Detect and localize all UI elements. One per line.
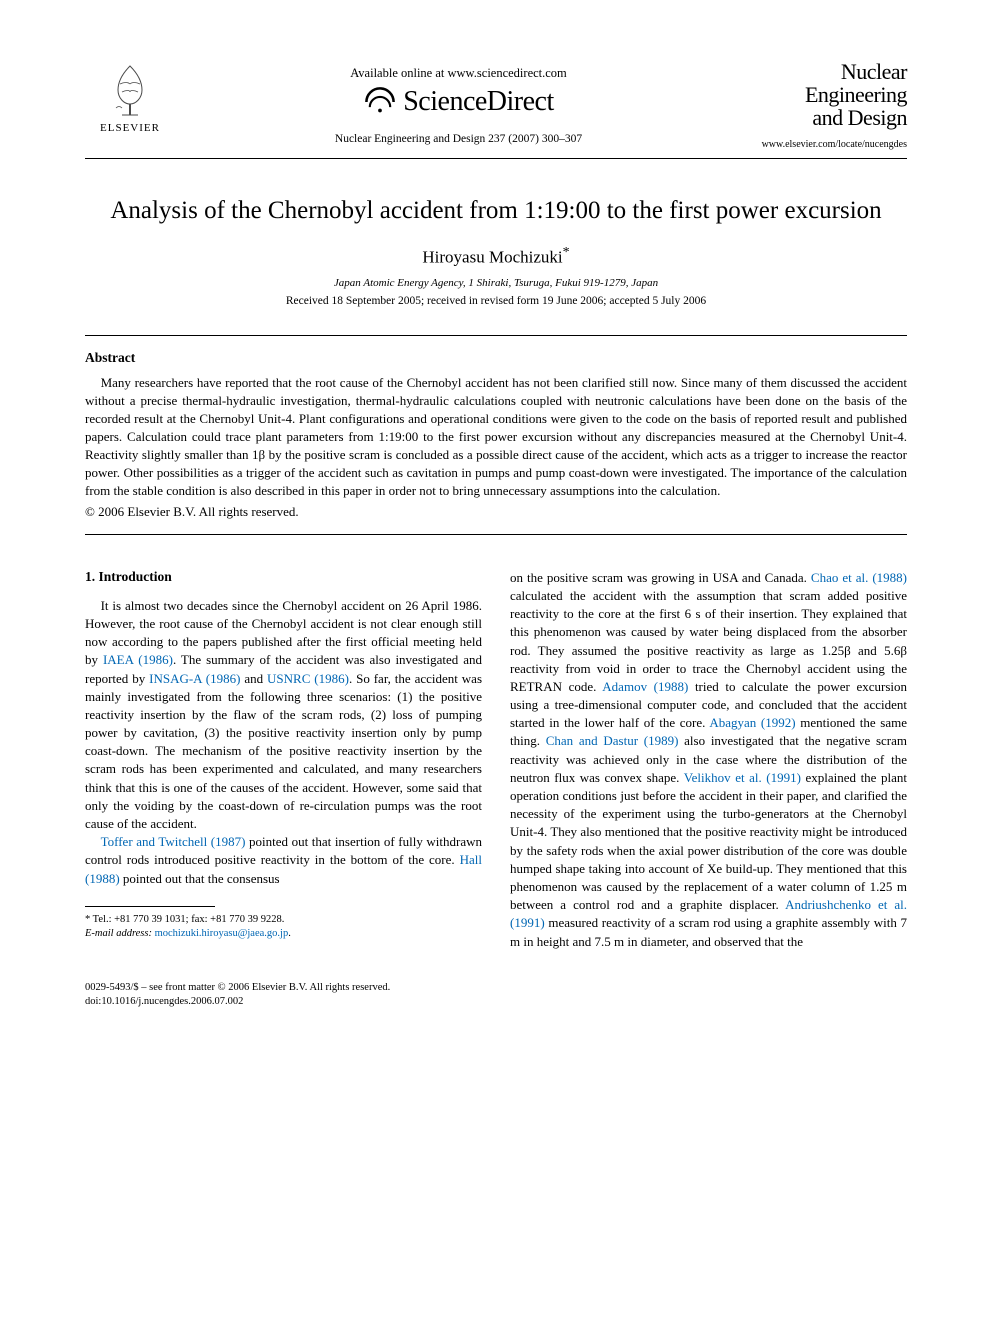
- cite-toffer-twitchell-1987[interactable]: Toffer and Twitchell (1987): [101, 834, 246, 849]
- affiliation: Japan Atomic Energy Agency, 1 Shiraki, T…: [85, 277, 907, 289]
- footnote-email-line: E-mail address: mochizuki.hiroyasu@jaea.…: [85, 927, 482, 941]
- intro-paragraph-2-continued: on the positive scram was growing in USA…: [510, 569, 907, 951]
- cite-abagyan-1992[interactable]: Abagyan (1992): [709, 715, 795, 730]
- article-dates: Received 18 September 2005; received in …: [85, 295, 907, 307]
- footer-issn-line: 0029-5493/$ – see front matter © 2006 El…: [85, 981, 907, 995]
- intro-paragraph-1: It is almost two decades since the Chern…: [85, 597, 482, 833]
- footnote-tel-fax: * Tel.: +81 770 39 1031; fax: +81 770 39…: [85, 913, 482, 927]
- journal-citation-line: Nuclear Engineering and Design 237 (2007…: [175, 133, 742, 145]
- left-column: 1. Introduction It is almost two decades…: [85, 569, 482, 951]
- cite-insag-a-1986[interactable]: INSAG-A (1986): [149, 671, 240, 686]
- journal-title-l1: Nuclear: [742, 60, 907, 83]
- sciencedirect-swoosh-icon: [363, 85, 397, 119]
- abstract-body: Many researchers have reported that the …: [85, 374, 907, 500]
- cite-iaea-1986[interactable]: IAEA (1986): [103, 652, 173, 667]
- abstract-heading: Abstract: [85, 350, 907, 366]
- cite-chan-dastur-1989[interactable]: Chan and Dastur (1989): [546, 733, 679, 748]
- author-corresponding-mark: *: [563, 245, 570, 260]
- text-span: and: [240, 671, 267, 686]
- body-columns: 1. Introduction It is almost two decades…: [85, 569, 907, 951]
- cite-usnrc-1986[interactable]: USNRC (1986): [267, 671, 349, 686]
- sciencedirect-logo: ScienceDirect: [175, 85, 742, 119]
- journal-title-l3: and Design: [742, 106, 907, 129]
- journal-url: www.elsevier.com/locate/nucengdes: [742, 139, 907, 150]
- section-1-heading: 1. Introduction: [85, 569, 482, 585]
- cite-adamov-1988[interactable]: Adamov (1988): [602, 679, 688, 694]
- header-row: ELSEVIER Available online at www.science…: [85, 60, 907, 150]
- author-name: Hiroyasu Mochizuki: [422, 247, 562, 266]
- footnote-separator: [85, 906, 215, 907]
- intro-paragraph-2: Toffer and Twitchell (1987) pointed out …: [85, 833, 482, 888]
- author-line: Hiroyasu Mochizuki*: [85, 245, 907, 268]
- email-label: E-mail address:: [85, 928, 152, 939]
- header-rule: [85, 158, 907, 159]
- text-span: . So far, the accident was mainly invest…: [85, 671, 482, 832]
- text-span: .: [288, 928, 291, 939]
- footer-doi-line: doi:10.1016/j.nucengdes.2006.07.002: [85, 995, 907, 1009]
- page-footer: 0029-5493/$ – see front matter © 2006 El…: [85, 981, 907, 1009]
- title-block: Analysis of the Chernobyl accident from …: [85, 195, 907, 307]
- corresponding-footnote: * Tel.: +81 770 39 1031; fax: +81 770 39…: [85, 913, 482, 941]
- journal-title-l2: Engineering: [742, 83, 907, 106]
- text-span: on the positive scram was growing in USA…: [510, 570, 811, 585]
- text-span: explained the plant operation conditions…: [510, 770, 907, 912]
- cite-chao-1988[interactable]: Chao et al. (1988): [811, 570, 907, 585]
- elsevier-label: ELSEVIER: [100, 122, 160, 134]
- abstract-copyright: © 2006 Elsevier B.V. All rights reserved…: [85, 504, 907, 520]
- text-span: pointed out that the consensus: [120, 871, 280, 886]
- journal-title-block: Nuclear Engineering and Design www.elsev…: [742, 60, 907, 150]
- cite-velikhov-1991[interactable]: Velikhov et al. (1991): [684, 770, 801, 785]
- article-title: Analysis of the Chernobyl accident from …: [85, 195, 907, 226]
- center-header: Available online at www.sciencedirect.co…: [175, 60, 742, 145]
- available-online-line: Available online at www.sciencedirect.co…: [175, 66, 742, 81]
- elsevier-tree-icon: [100, 60, 160, 120]
- abstract-bottom-rule: [85, 534, 907, 535]
- text-span: measured reactivity of a scram rod using…: [510, 915, 907, 948]
- page-container: ELSEVIER Available online at www.science…: [0, 0, 992, 1049]
- publisher-logo-block: ELSEVIER: [85, 60, 175, 134]
- right-column: on the positive scram was growing in USA…: [510, 569, 907, 951]
- abstract-block: Abstract Many researchers have reported …: [85, 335, 907, 535]
- sciencedirect-text: ScienceDirect: [403, 86, 554, 118]
- author-email-link[interactable]: mochizuki.hiroyasu@jaea.go.jp: [155, 928, 289, 939]
